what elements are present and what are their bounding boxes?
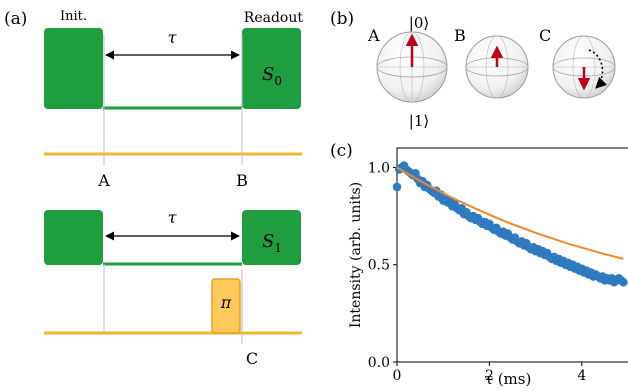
data-point — [392, 182, 402, 192]
signal-s0: S0 — [262, 64, 282, 88]
data-point — [619, 277, 628, 287]
pi-pulse — [211, 278, 241, 334]
panel-a-label: (a) — [4, 9, 27, 29]
readout-pulse — [242, 28, 301, 109]
y-tick-label: 0.0 — [368, 355, 390, 371]
y-tick-label: 0.5 — [368, 258, 390, 274]
x-tick-label: 0 — [393, 368, 402, 384]
y-tick-label: 1.0 — [368, 160, 390, 176]
y-axis-label: Intensity (arb. units) — [348, 182, 364, 328]
fit-line — [396, 166, 624, 260]
sequence-s1: τ S1 π C — [44, 208, 302, 368]
state-top-label: |0⟩ — [409, 14, 429, 32]
tau-label: τ — [168, 208, 178, 227]
state-bottom-label: |1⟩ — [409, 112, 429, 130]
panel-a: (a) Init. Readout τ S0 A B τ S1 — [4, 9, 303, 368]
marker-b: B — [236, 171, 248, 190]
sphere-label: C — [539, 26, 551, 45]
rotation-arrow — [588, 49, 608, 89]
pi-label: π — [220, 293, 232, 312]
init-label: Init. — [60, 9, 87, 24]
panel-b-label: (b) — [330, 9, 354, 29]
x-tick-label: 2 — [485, 368, 494, 384]
sphere-label: A — [367, 26, 380, 45]
init-pulse — [44, 28, 103, 109]
readout-pulse — [242, 210, 301, 265]
x-axis-label: τ (ms) — [485, 370, 532, 388]
tau-label: τ — [168, 28, 178, 47]
signal-s1: S1 — [262, 231, 282, 255]
marker-c: C — [246, 349, 258, 368]
sequence-s0: Init. Readout τ S0 A B — [44, 9, 303, 190]
panel-c-label: (c) — [330, 141, 353, 161]
readout-label: Readout — [244, 10, 304, 26]
x-tick-label: 4 — [577, 368, 586, 384]
bloch-sphere-a: A — [367, 26, 448, 103]
bloch-sphere-b: B — [454, 26, 529, 99]
marker-a: A — [97, 171, 110, 190]
decay-chart: 0 2 4 0.0 0.5 1.0 — [368, 147, 628, 384]
sphere-label: B — [454, 26, 466, 45]
plot-frame — [396, 147, 628, 363]
panel-b: (b) |0⟩ |1⟩ A B C — [330, 9, 616, 130]
panel-c: (c) 0 2 40.00.51.0 Intensity (arb. units) … — [330, 141, 628, 388]
init-pulse — [44, 210, 103, 265]
bloch-sphere-c: C — [539, 26, 616, 99]
